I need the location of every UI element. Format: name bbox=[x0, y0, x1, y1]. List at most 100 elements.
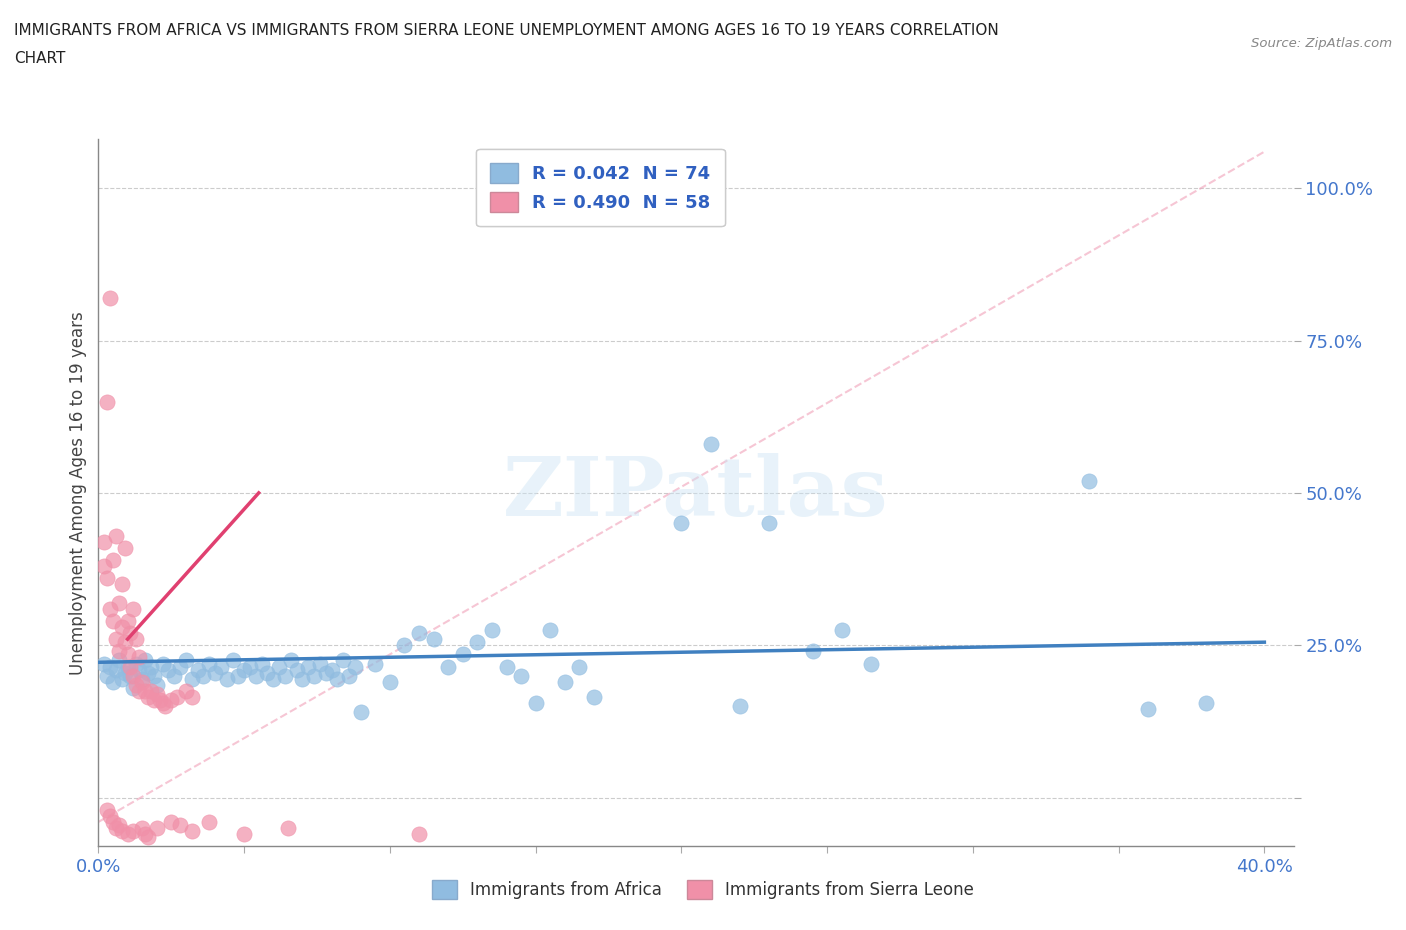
Point bbox=[831, 622, 853, 637]
Legend: R = 0.042  N = 74, R = 0.490  N = 58: R = 0.042 N = 74, R = 0.490 N = 58 bbox=[477, 149, 724, 226]
Point bbox=[149, 693, 172, 708]
Legend: Immigrants from Africa, Immigrants from Sierra Leone: Immigrants from Africa, Immigrants from … bbox=[419, 867, 987, 912]
Point bbox=[114, 540, 136, 555]
Point bbox=[332, 653, 354, 668]
Point bbox=[285, 662, 308, 677]
Point bbox=[204, 665, 226, 680]
Point bbox=[111, 671, 134, 686]
Point bbox=[108, 817, 131, 832]
Point bbox=[169, 817, 191, 832]
Point bbox=[467, 635, 489, 650]
Point bbox=[256, 665, 278, 680]
Point bbox=[93, 534, 115, 549]
Text: ZIPatlas: ZIPatlas bbox=[503, 453, 889, 533]
Point bbox=[343, 659, 366, 674]
Point bbox=[117, 659, 139, 674]
Point bbox=[198, 656, 221, 671]
Point bbox=[108, 595, 131, 610]
Point bbox=[859, 656, 882, 671]
Point bbox=[350, 705, 373, 720]
Point bbox=[582, 689, 605, 704]
Point bbox=[394, 638, 416, 653]
Point bbox=[152, 656, 174, 671]
Point bbox=[1136, 702, 1159, 717]
Point bbox=[408, 626, 430, 641]
Point bbox=[93, 559, 115, 574]
Point bbox=[128, 684, 150, 698]
Point bbox=[699, 437, 721, 452]
Point bbox=[104, 631, 127, 646]
Point bbox=[228, 669, 250, 684]
Point bbox=[1195, 696, 1218, 711]
Point bbox=[108, 644, 131, 658]
Point bbox=[309, 656, 332, 671]
Point bbox=[117, 827, 139, 842]
Point bbox=[297, 659, 319, 674]
Point bbox=[728, 698, 751, 713]
Point bbox=[233, 662, 256, 677]
Point bbox=[111, 619, 134, 634]
Point bbox=[321, 662, 343, 677]
Point bbox=[134, 684, 156, 698]
Point bbox=[125, 631, 148, 646]
Point bbox=[166, 689, 188, 704]
Point bbox=[104, 528, 127, 543]
Point bbox=[269, 659, 291, 674]
Point bbox=[337, 669, 360, 684]
Y-axis label: Unemployment Among Ages 16 to 19 years: Unemployment Among Ages 16 to 19 years bbox=[69, 311, 87, 675]
Point bbox=[142, 693, 165, 708]
Point bbox=[378, 674, 401, 689]
Point bbox=[136, 665, 159, 680]
Point bbox=[117, 614, 139, 629]
Point bbox=[134, 827, 156, 842]
Point bbox=[538, 622, 561, 637]
Point bbox=[169, 659, 191, 674]
Point bbox=[302, 669, 325, 684]
Point bbox=[98, 290, 121, 305]
Point bbox=[180, 689, 202, 704]
Point bbox=[209, 659, 232, 674]
Point bbox=[326, 671, 349, 686]
Point bbox=[101, 614, 124, 629]
Point bbox=[120, 669, 142, 684]
Point bbox=[131, 671, 153, 686]
Point bbox=[160, 815, 183, 830]
Point bbox=[280, 653, 302, 668]
Point bbox=[122, 681, 145, 696]
Point bbox=[245, 669, 267, 684]
Point bbox=[122, 824, 145, 839]
Point bbox=[125, 656, 148, 671]
Point bbox=[98, 808, 121, 823]
Text: CHART: CHART bbox=[14, 51, 66, 66]
Point bbox=[758, 516, 780, 531]
Point bbox=[139, 659, 162, 674]
Point bbox=[108, 653, 131, 668]
Text: IMMIGRANTS FROM AFRICA VS IMMIGRANTS FROM SIERRA LEONE UNEMPLOYMENT AMONG AGES 1: IMMIGRANTS FROM AFRICA VS IMMIGRANTS FRO… bbox=[14, 23, 998, 38]
Point bbox=[277, 820, 299, 835]
Point bbox=[142, 669, 165, 684]
Point bbox=[96, 571, 118, 586]
Point bbox=[250, 656, 273, 671]
Point bbox=[96, 669, 118, 684]
Point bbox=[104, 662, 127, 677]
Point bbox=[364, 656, 387, 671]
Point bbox=[315, 665, 337, 680]
Point bbox=[131, 674, 153, 689]
Point bbox=[120, 626, 142, 641]
Point bbox=[186, 662, 208, 677]
Point bbox=[408, 827, 430, 842]
Point bbox=[128, 650, 150, 665]
Point bbox=[98, 659, 121, 674]
Point bbox=[120, 659, 142, 674]
Point bbox=[131, 820, 153, 835]
Point bbox=[114, 665, 136, 680]
Point bbox=[671, 516, 693, 531]
Point bbox=[152, 696, 174, 711]
Point bbox=[117, 647, 139, 662]
Point bbox=[495, 659, 517, 674]
Point bbox=[198, 815, 221, 830]
Point bbox=[274, 669, 297, 684]
Point bbox=[1078, 473, 1101, 488]
Point bbox=[128, 662, 150, 677]
Point bbox=[239, 659, 262, 674]
